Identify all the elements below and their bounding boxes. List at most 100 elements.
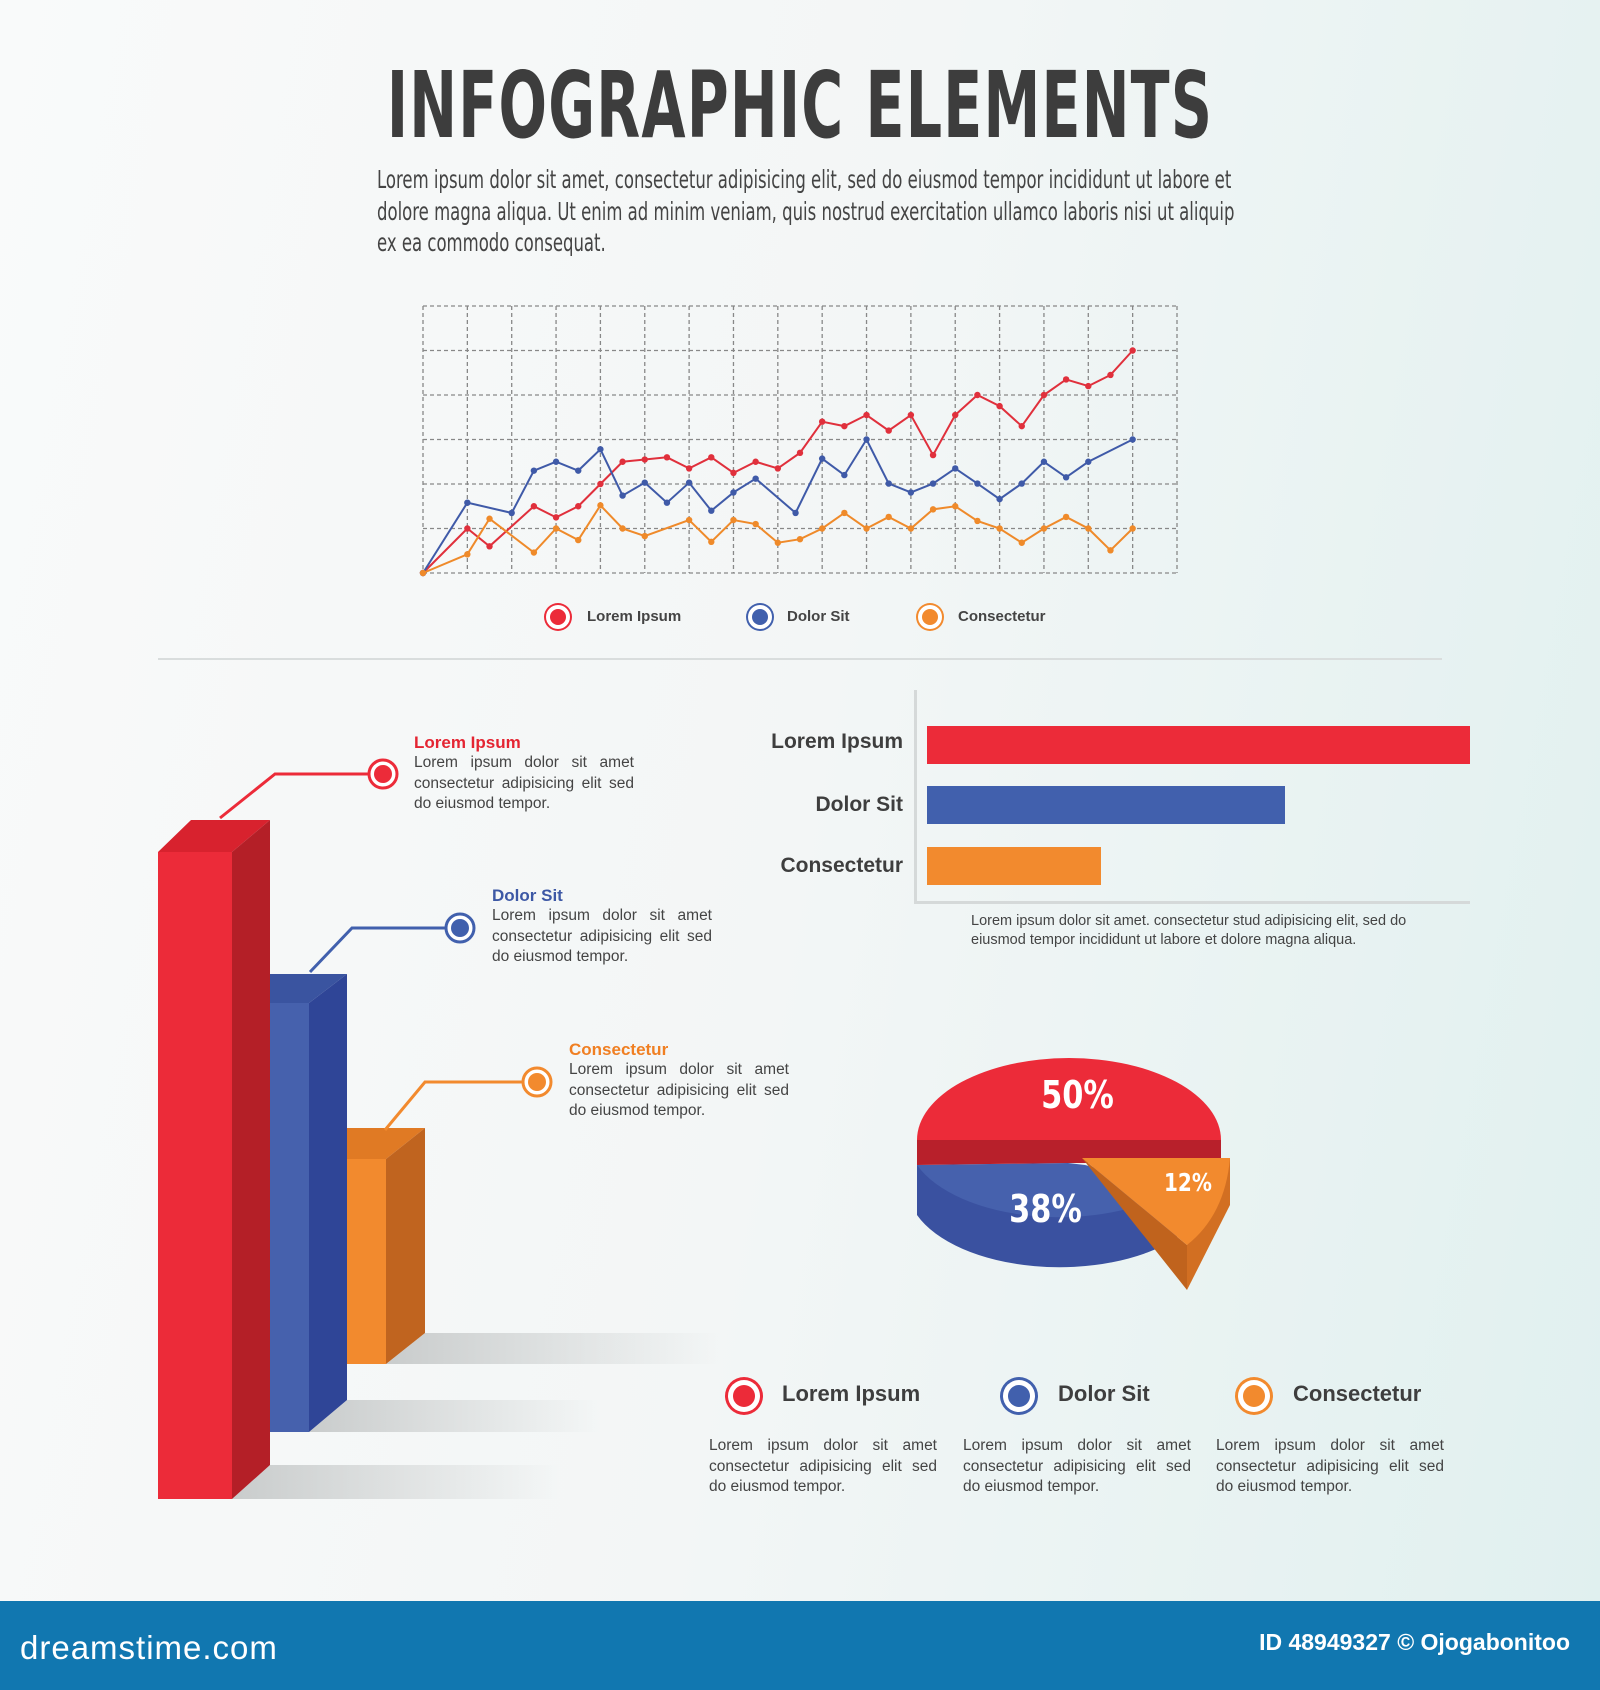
data-point-dolor-sit [841,471,848,479]
data-point-dolor-sit [752,475,759,482]
data-point-dolor-sit [663,499,671,506]
footer-logo[interactable]: dreamstime.com [20,1629,278,1666]
data-point-dolor-sit [952,465,959,472]
data-point-dolor-sit [552,458,560,465]
data-point-consectetur [575,536,582,544]
data-point-lorem-ipsum [685,465,693,472]
data-point-dolor-sit [1018,480,1025,487]
pie-legend-text: Lorem ipsum dolor sit amet consectetur ad… [1216,1436,1444,1498]
legend-line: do eiusmod tempor. [963,1478,1100,1495]
data-point-dolor-sit [818,455,826,462]
data-point-consectetur [774,539,782,546]
callout-lorem-ipsum: Lorem Ipsum Lorem ipsum dolor sit amet co… [414,733,634,815]
data-point-consectetur [641,532,648,540]
data-point-consectetur [752,520,759,528]
pie-legend-label: Dolor Sit [1058,1381,1150,1406]
bar-shadow [232,1465,560,1499]
callout-line: Lorem ipsum dolor sit amet [569,1061,789,1078]
data-point-consectetur [1107,547,1114,554]
callout-title: Consectetur [569,1040,669,1059]
data-point-dolor-sit [974,480,981,487]
page-title: INFOGRAPHIC ELEMENTS [386,52,1214,159]
callout-connector [383,1080,524,1131]
callout-line: do eiusmod tempor. [492,948,629,965]
callout-line: Lorem ipsum dolor sit amet [492,907,712,924]
data-point-consectetur [1129,525,1136,532]
data-point-lorem-ipsum [641,456,648,463]
data-point-consectetur [796,535,804,543]
data-point-dolor-sit [730,489,737,496]
callout-title: Lorem Ipsum [414,733,521,752]
data-point-consectetur [464,551,471,558]
hbar-dolor-sit [927,786,1286,824]
data-point-consectetur [730,516,737,524]
callout-connector [308,926,447,974]
footer-bar: dreamstime.com ID 48949327 © Ojogabonito… [0,1601,1600,1690]
data-point-lorem-ipsum [708,454,715,461]
data-point-lorem-ipsum [796,449,804,457]
data-point-dolor-sit [708,507,715,514]
data-point-lorem-ipsum [1129,347,1136,354]
pie-slice-consectetur [1082,1158,1230,1245]
data-point-lorem-ipsum [486,543,493,550]
intro-line: ex ea commodo consequat. [377,228,606,257]
hbar-consectetur [927,847,1101,885]
pie-slice-consectetur-side [1082,1158,1187,1290]
data-point-consectetur [1018,539,1025,546]
data-point-lorem-ipsum [597,480,604,488]
data-point-consectetur [974,517,981,525]
3d-bar-dolor-sit [270,974,347,1432]
data-point-consectetur [996,525,1003,532]
data-point-lorem-ipsum [818,418,826,425]
data-point-dolor-sit [1040,458,1048,465]
data-point-lorem-ipsum [841,422,848,430]
3d-bar-lorem-ipsum [158,820,270,1499]
intro-line: dolore magna aliqua. Ut enim ad minim ve… [377,196,1235,226]
legend-line: do eiusmod tempor. [709,1478,846,1495]
callout-line: do eiusmod tempor. [569,1102,706,1119]
data-point-dolor-sit [685,479,693,486]
legend-marker-lorem-ipsum [546,605,570,629]
data-point-dolor-sit [508,509,515,517]
data-point-dolor-sit [641,479,648,486]
legend-marker-dolor-sit [748,605,772,629]
callout-body: Lorem ipsum dolor sit amet consectetur ad… [414,753,634,815]
data-point-lorem-ipsum [774,465,782,472]
data-point-lorem-ipsum [530,503,538,510]
data-point-consectetur [929,506,937,513]
legend-line: consectetur adipisicing elit sed [963,1457,1191,1475]
pie-legend-marker-lorem-ipsum [728,1380,760,1412]
pie-label-consectetur: 12% [1163,1168,1212,1197]
legend-label-consectetur: Consectetur [958,608,1046,625]
pie-legend-text: Lorem ipsum dolor sit amet consectetur ad… [709,1436,937,1498]
legend-label-dolor-sit: Dolor Sit [787,608,850,625]
data-point-lorem-ipsum [1062,376,1070,383]
data-point-dolor-sit [792,509,799,517]
data-point-dolor-sit [597,446,604,453]
callout-title: Dolor Sit [492,886,563,905]
data-point-lorem-ipsum [885,427,892,434]
hbar-y-axis [914,690,917,904]
data-point-consectetur [1062,513,1070,521]
callout-line: do eiusmod tempor. [414,795,551,812]
pie-legend-marker-consectetur [1238,1380,1270,1412]
data-point-consectetur [885,513,892,521]
data-point-dolor-sit [885,480,892,487]
callout-consectetur: Consectetur Lorem ipsum dolor sit amet co… [569,1040,789,1122]
data-point-dolor-sit [996,495,1003,503]
hbar-x-axis [914,901,1470,904]
data-point-consectetur [530,549,538,556]
data-point-dolor-sit [1129,436,1136,443]
hbar-lorem-ipsum [927,726,1470,764]
callout-line: Lorem ipsum dolor sit amet [414,754,634,771]
callout-connector [219,772,370,820]
callout-body: Lorem ipsum dolor sit amet consectetur ad… [492,906,712,968]
data-point-consectetur [1085,525,1092,532]
data-point-dolor-sit [575,467,582,474]
legend-line: consectetur adipisicing elit sed [1216,1457,1444,1475]
data-point-consectetur [685,516,693,524]
data-point-consectetur [619,525,626,532]
data-point-lorem-ipsum [730,469,737,477]
data-point-lorem-ipsum [619,458,626,465]
data-point-lorem-ipsum [575,503,582,510]
